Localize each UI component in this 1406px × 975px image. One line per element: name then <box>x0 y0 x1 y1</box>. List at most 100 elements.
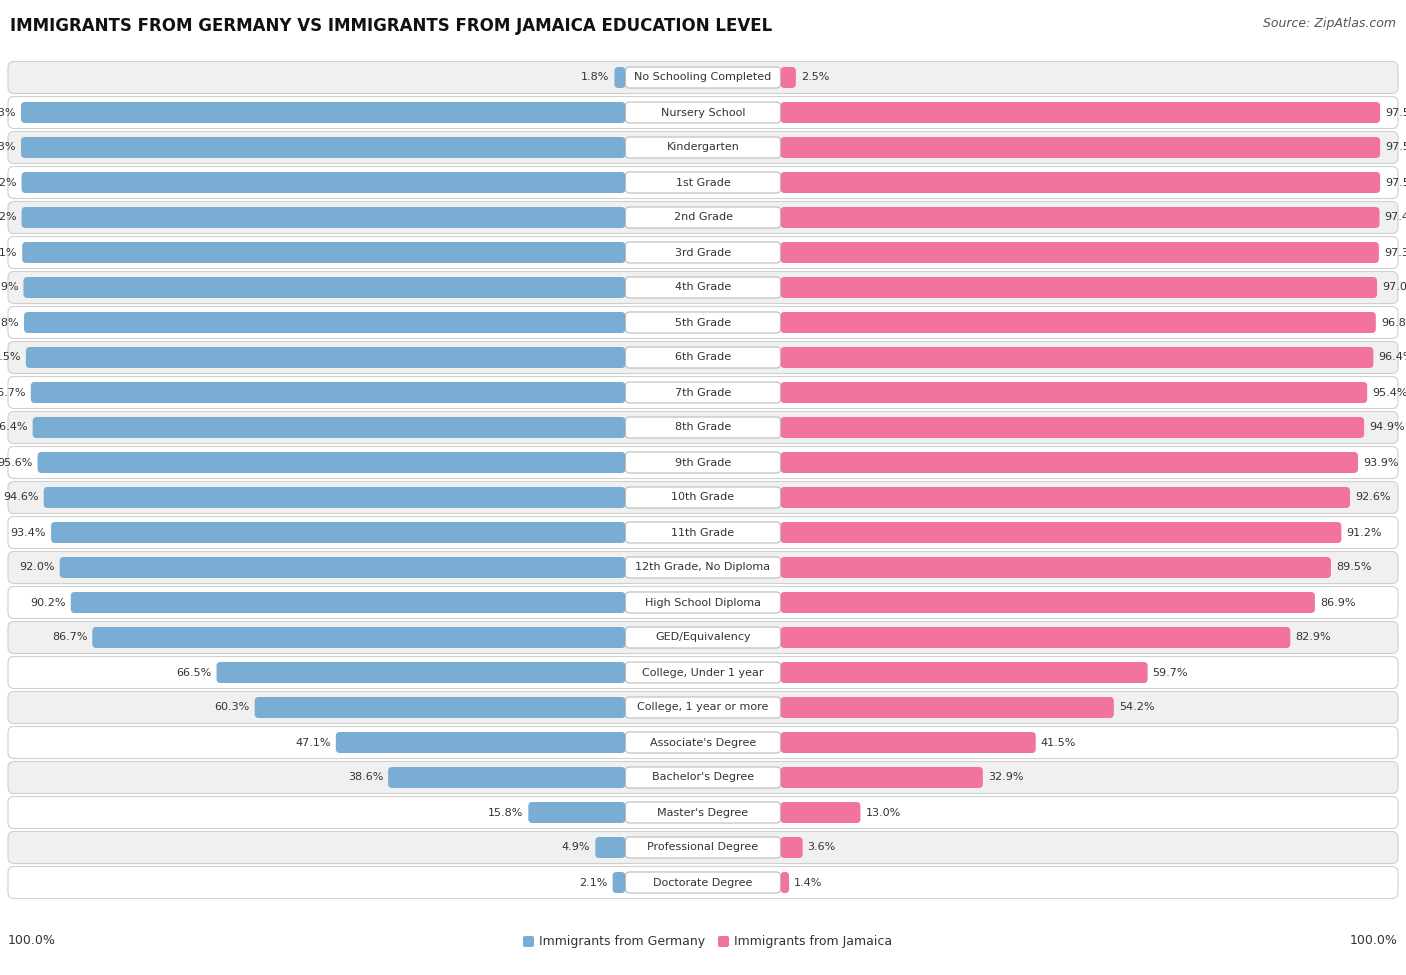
Text: 32.9%: 32.9% <box>988 772 1024 783</box>
FancyBboxPatch shape <box>21 137 626 158</box>
FancyBboxPatch shape <box>595 837 626 858</box>
FancyBboxPatch shape <box>8 761 1398 794</box>
FancyBboxPatch shape <box>626 242 780 263</box>
Text: 97.0%: 97.0% <box>1382 283 1406 292</box>
Text: 38.6%: 38.6% <box>347 772 382 783</box>
Text: 95.6%: 95.6% <box>0 457 32 467</box>
FancyBboxPatch shape <box>626 627 780 648</box>
Text: 10th Grade: 10th Grade <box>672 492 734 502</box>
FancyBboxPatch shape <box>336 732 626 753</box>
Text: 13.0%: 13.0% <box>866 807 901 817</box>
Text: Doctorate Degree: Doctorate Degree <box>654 878 752 887</box>
FancyBboxPatch shape <box>626 312 780 333</box>
FancyBboxPatch shape <box>780 767 983 788</box>
FancyBboxPatch shape <box>523 936 534 947</box>
FancyBboxPatch shape <box>780 67 796 88</box>
FancyBboxPatch shape <box>8 167 1398 199</box>
FancyBboxPatch shape <box>614 67 626 88</box>
Text: 2.5%: 2.5% <box>801 72 830 83</box>
Text: 2nd Grade: 2nd Grade <box>673 213 733 222</box>
Text: 98.3%: 98.3% <box>0 107 15 118</box>
Text: 15.8%: 15.8% <box>488 807 523 817</box>
Text: 95.4%: 95.4% <box>1372 387 1406 398</box>
FancyBboxPatch shape <box>780 277 1376 298</box>
Text: Source: ZipAtlas.com: Source: ZipAtlas.com <box>1263 17 1396 30</box>
Text: 1st Grade: 1st Grade <box>676 177 730 187</box>
FancyBboxPatch shape <box>21 102 626 123</box>
FancyBboxPatch shape <box>8 376 1398 409</box>
FancyBboxPatch shape <box>32 417 626 438</box>
FancyBboxPatch shape <box>626 347 780 368</box>
Text: 9th Grade: 9th Grade <box>675 457 731 467</box>
Text: Professional Degree: Professional Degree <box>647 842 759 852</box>
Text: 1.8%: 1.8% <box>581 72 609 83</box>
Text: Immigrants from Jamaica: Immigrants from Jamaica <box>734 934 893 948</box>
Text: 96.7%: 96.7% <box>0 387 25 398</box>
FancyBboxPatch shape <box>718 936 728 947</box>
FancyBboxPatch shape <box>613 872 626 893</box>
FancyBboxPatch shape <box>8 726 1398 759</box>
Text: 97.3%: 97.3% <box>1384 248 1406 257</box>
FancyBboxPatch shape <box>8 411 1398 444</box>
Text: 92.6%: 92.6% <box>1355 492 1391 502</box>
Text: 3rd Grade: 3rd Grade <box>675 248 731 257</box>
FancyBboxPatch shape <box>626 592 780 613</box>
FancyBboxPatch shape <box>8 587 1398 618</box>
FancyBboxPatch shape <box>626 67 780 88</box>
FancyBboxPatch shape <box>626 487 780 508</box>
Text: 3.6%: 3.6% <box>807 842 837 852</box>
Text: 59.7%: 59.7% <box>1153 668 1188 678</box>
FancyBboxPatch shape <box>626 522 780 543</box>
FancyBboxPatch shape <box>626 277 780 298</box>
FancyBboxPatch shape <box>780 172 1381 193</box>
FancyBboxPatch shape <box>38 452 626 473</box>
FancyBboxPatch shape <box>780 242 1379 263</box>
FancyBboxPatch shape <box>626 802 780 823</box>
Text: 91.2%: 91.2% <box>1347 527 1382 537</box>
Text: 47.1%: 47.1% <box>295 737 330 748</box>
FancyBboxPatch shape <box>254 697 626 718</box>
FancyBboxPatch shape <box>780 697 1114 718</box>
Text: 89.5%: 89.5% <box>1336 563 1371 572</box>
FancyBboxPatch shape <box>8 447 1398 479</box>
Text: 60.3%: 60.3% <box>214 703 250 713</box>
FancyBboxPatch shape <box>217 662 626 683</box>
Text: 93.9%: 93.9% <box>1362 457 1399 467</box>
FancyBboxPatch shape <box>780 557 1331 578</box>
FancyBboxPatch shape <box>626 872 780 893</box>
FancyBboxPatch shape <box>21 172 626 193</box>
Text: 1.4%: 1.4% <box>794 878 823 887</box>
Text: Associate's Degree: Associate's Degree <box>650 737 756 748</box>
FancyBboxPatch shape <box>8 621 1398 653</box>
Text: 6th Grade: 6th Grade <box>675 353 731 363</box>
Text: 41.5%: 41.5% <box>1040 737 1076 748</box>
Text: 94.6%: 94.6% <box>3 492 39 502</box>
FancyBboxPatch shape <box>780 487 1350 508</box>
Text: 100.0%: 100.0% <box>8 934 56 948</box>
FancyBboxPatch shape <box>780 452 1358 473</box>
Text: College, 1 year or more: College, 1 year or more <box>637 703 769 713</box>
FancyBboxPatch shape <box>8 237 1398 268</box>
FancyBboxPatch shape <box>780 837 803 858</box>
FancyBboxPatch shape <box>388 767 626 788</box>
Text: 4th Grade: 4th Grade <box>675 283 731 292</box>
Text: Kindergarten: Kindergarten <box>666 142 740 152</box>
Text: 98.1%: 98.1% <box>0 248 17 257</box>
Text: 90.2%: 90.2% <box>31 598 66 607</box>
FancyBboxPatch shape <box>8 482 1398 514</box>
Text: 98.2%: 98.2% <box>0 177 17 187</box>
FancyBboxPatch shape <box>24 312 626 333</box>
Text: 86.9%: 86.9% <box>1320 598 1355 607</box>
Text: 8th Grade: 8th Grade <box>675 422 731 433</box>
FancyBboxPatch shape <box>51 522 626 543</box>
Text: 98.3%: 98.3% <box>0 142 15 152</box>
Text: 86.7%: 86.7% <box>52 633 87 643</box>
Text: 92.0%: 92.0% <box>20 563 55 572</box>
FancyBboxPatch shape <box>780 802 860 823</box>
FancyBboxPatch shape <box>8 306 1398 338</box>
FancyBboxPatch shape <box>780 382 1367 403</box>
Text: Immigrants from Germany: Immigrants from Germany <box>538 934 706 948</box>
FancyBboxPatch shape <box>780 137 1381 158</box>
FancyBboxPatch shape <box>8 552 1398 583</box>
Text: 96.8%: 96.8% <box>1381 318 1406 328</box>
